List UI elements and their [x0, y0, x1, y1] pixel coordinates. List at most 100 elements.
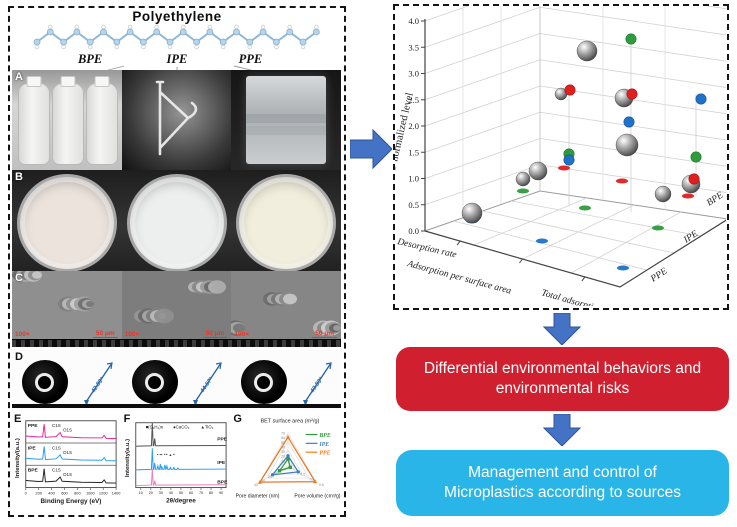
polygon-shape — [543, 414, 581, 446]
circle-shape — [615, 133, 639, 157]
sem-magnification: 100× — [124, 331, 140, 338]
circle-shape — [114, 44, 120, 50]
text-shape: 50 — [179, 491, 183, 495]
ellipse-shape — [86, 301, 94, 307]
text-shape: 1.5 — [408, 147, 419, 157]
line-shape — [519, 258, 523, 264]
circle-shape — [127, 24, 133, 30]
radar-chart: 10203040506070102030400.20.40.6BPEIPEPPE… — [236, 419, 341, 500]
ellipse-shape — [517, 188, 529, 194]
circle-shape — [274, 44, 279, 50]
sem-image: 100× 50 μm — [121, 271, 232, 347]
circle-shape — [153, 28, 161, 36]
polygon-shape — [278, 457, 292, 472]
path-shape — [25, 424, 117, 440]
circle-shape — [695, 93, 707, 105]
text-shape: Binding Energy (eV) — [40, 498, 101, 505]
text-shape: C1S — [52, 423, 61, 428]
radar-chart-cell: G 10 20 30 40 50 60 70 10 20 30 40 0.2 0.4 0.6 BPE IPE P… — [231, 412, 341, 512]
text-shape: 30 — [281, 450, 285, 454]
polygon-shape — [273, 449, 303, 475]
panel-a-products: A — [12, 70, 341, 170]
ellipse-shape — [617, 265, 629, 271]
text-shape: 3.5 — [408, 42, 419, 52]
text-shape: C1S — [52, 445, 61, 450]
angle-annotation: 43.83° — [303, 362, 332, 406]
text-shape: O1S — [63, 450, 72, 455]
flow-arrow-down-icon — [543, 313, 581, 345]
contact-angle-cell: 44.67° — [122, 350, 232, 410]
polygon-shape — [266, 440, 310, 479]
path-shape — [25, 446, 117, 462]
panel-b-letter: B — [15, 171, 23, 183]
text-shape: PPE — [28, 423, 39, 429]
circle-shape — [654, 185, 672, 203]
sem-micrograph — [231, 271, 341, 340]
circle-shape — [259, 28, 267, 36]
circle-shape — [100, 28, 107, 36]
panel-e-letter: E — [14, 413, 22, 425]
circle-shape — [260, 24, 266, 30]
flow-arrow-right-icon — [350, 128, 392, 170]
text-shape: 400 — [48, 490, 55, 495]
water-droplet — [131, 360, 178, 404]
rect-shape — [288, 465, 293, 469]
text-shape: 40 — [281, 445, 285, 449]
panel-c-letter: C — [15, 272, 23, 284]
text-shape: ▴ — [169, 452, 171, 457]
bottle — [86, 83, 118, 165]
text-shape: 2θ/degree — [166, 497, 196, 504]
circle-shape — [60, 38, 67, 46]
petri-dish-ppe — [236, 174, 337, 271]
text-shape: 800 — [74, 490, 81, 495]
circle-shape — [219, 38, 227, 46]
3d-scatter-plot: 4.0 3.5 3.0 2.5 2.0 1.5 1.0 0.5 0.0 SD-normalized… — [385, 0, 729, 315]
path-shape — [135, 422, 226, 447]
ellipse-shape — [283, 293, 298, 305]
circle-shape — [296, 470, 301, 474]
circle-shape — [626, 88, 638, 100]
ellipse-shape — [153, 308, 174, 324]
circle-shape — [625, 33, 637, 45]
circle-shape — [87, 44, 93, 50]
text-shape: 20 — [281, 455, 285, 459]
rect-shape — [25, 420, 117, 489]
panel-b-powders: B — [12, 170, 341, 271]
management-box: Management and control of Microplastics … — [396, 450, 729, 516]
circle-shape — [286, 454, 290, 458]
text-shape: 2.0 — [408, 121, 419, 131]
circle-shape — [101, 24, 106, 30]
polyline-shape — [424, 6, 729, 48]
circle-shape — [181, 24, 186, 30]
polygon-shape — [83, 400, 89, 406]
text-shape: 0.6 — [319, 483, 324, 487]
hanger-icon — [155, 80, 197, 156]
text-shape: 70 — [281, 432, 285, 436]
flow-arrow-down-icon — [543, 414, 581, 446]
text-shape: 1000 — [86, 490, 96, 495]
contact-angle-cell: 42.89° — [12, 350, 122, 410]
text-shape: 200 — [35, 490, 42, 495]
sem-image: 100× 50 μm — [12, 271, 122, 347]
circle-shape — [528, 161, 548, 181]
circle-shape — [61, 44, 66, 50]
rect-shape — [286, 457, 290, 461]
text-shape: PPE — [648, 267, 669, 286]
circle-shape — [233, 28, 240, 36]
text-shape: 10 — [275, 471, 279, 475]
circle-shape — [564, 84, 576, 96]
text-shape: 70 — [199, 491, 203, 495]
ellipse-shape — [616, 178, 628, 184]
polygon-shape — [193, 400, 199, 406]
polyline-shape — [424, 111, 729, 153]
polygon-shape — [286, 435, 291, 439]
text-shape: 60 — [281, 436, 285, 440]
bag-fold — [246, 114, 327, 123]
text-shape: Pore volume (cm³/g) — [295, 493, 341, 499]
path-shape — [135, 468, 226, 487]
polygon-shape — [543, 313, 581, 345]
text-shape: 0.0 — [408, 226, 419, 236]
circle-shape — [576, 40, 598, 62]
text-shape: ▲TiO₂ — [200, 425, 213, 430]
plastic-bag — [246, 76, 327, 164]
